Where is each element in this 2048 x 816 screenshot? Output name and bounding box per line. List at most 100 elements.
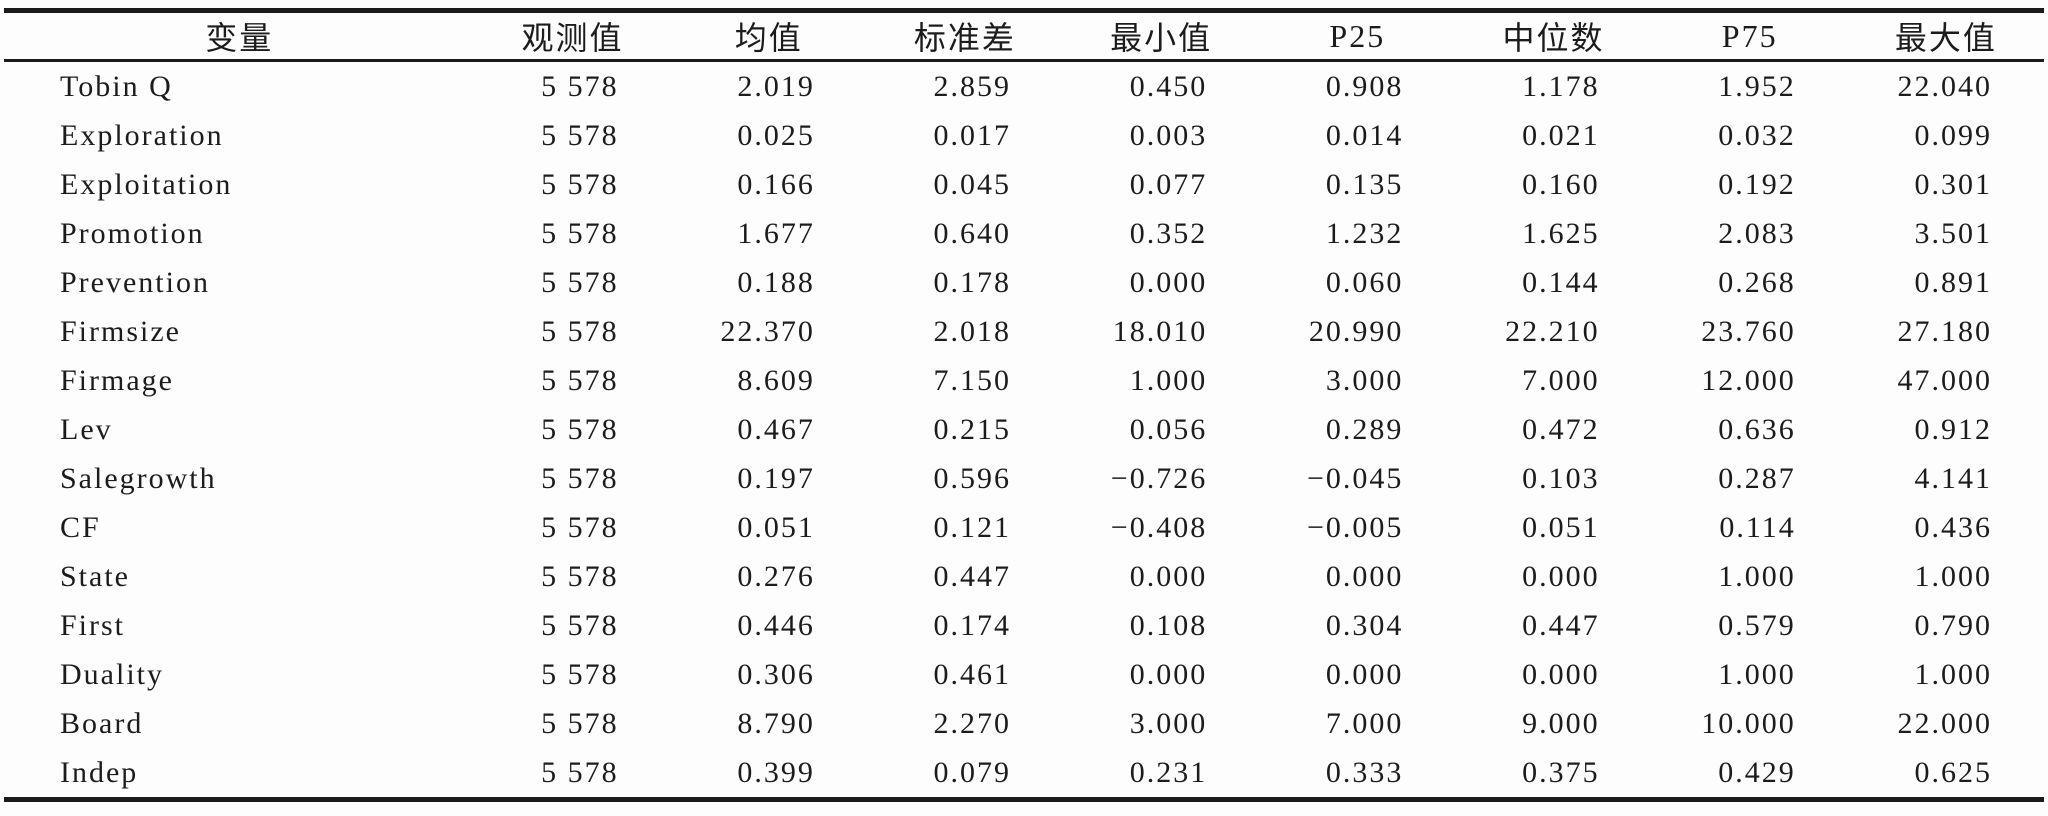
cell-value: 0.352 (1129, 216, 1208, 250)
table-row: Board 5 578 8.790 2.270 3.000 7.000 9.000 10.00… (4, 699, 2044, 748)
cell-value: 0.215 (933, 412, 1012, 446)
cell-value: 23.760 (1701, 314, 1796, 348)
cell-value: 0.000 (1522, 657, 1600, 691)
cell-value: 0.025 (737, 118, 815, 152)
cell-value: 22.000 (1897, 706, 1992, 740)
cell-value: 0.003 (1129, 118, 1208, 152)
cell-value: 0.429 (1718, 755, 1796, 789)
cell-value: 0.000 (1129, 559, 1208, 593)
column-header-5: P25 (1329, 17, 1386, 54)
cell-value: 0.625 (1914, 755, 1992, 789)
cell-value: 1.000 (1718, 559, 1796, 593)
cell-value: 0.178 (933, 265, 1012, 299)
variable-name: Firmsize (60, 314, 181, 348)
cell-value: 0.912 (1914, 412, 1992, 446)
cell-value: 0.596 (933, 461, 1012, 495)
cell-value: 5 578 (541, 167, 619, 201)
table-row: CF 5 578 0.051 0.121 −0.408 −0.005 0.051 0.114 0… (4, 503, 2044, 552)
cell-value: 0.114 (1719, 510, 1796, 544)
cell-value: 5 578 (541, 314, 619, 348)
cell-value: 0.375 (1522, 755, 1600, 789)
variable-name: Salegrowth (60, 461, 217, 495)
cell-value: 0.399 (737, 755, 815, 789)
variable-name: First (60, 608, 126, 642)
cell-value: 7.000 (1325, 706, 1404, 740)
cell-value: 0.461 (933, 657, 1012, 691)
column-header-6: 中位数 (1502, 20, 1605, 56)
cell-value: 5 578 (541, 69, 619, 103)
cell-value: −0.726 (1110, 461, 1208, 495)
table-row: Exploitation 5 578 0.166 0.045 0.077 0.135 0.1… (4, 160, 2044, 209)
cell-value: 0.077 (1129, 167, 1208, 201)
cell-value: 2.019 (737, 69, 815, 103)
cell-value: 0.051 (1522, 510, 1600, 544)
cell-value: 5 578 (541, 755, 619, 789)
table-row: Indep 5 578 0.399 0.079 0.231 0.333 0.375 0.429… (4, 748, 2044, 800)
cell-value: 0.579 (1718, 608, 1796, 642)
cell-value: 1.178 (1522, 69, 1600, 103)
table-row: Tobin Q 5 578 2.019 2.859 0.450 0.908 1.178 1.9… (4, 61, 2044, 112)
cell-value: 0.045 (933, 167, 1012, 201)
cell-value: 0.447 (933, 559, 1012, 593)
cell-value: 47.000 (1897, 363, 1992, 397)
cell-value: 0.121 (933, 510, 1012, 544)
cell-value: 5 578 (541, 265, 619, 299)
cell-value: 0.276 (737, 559, 815, 593)
cell-value: 0.891 (1914, 265, 1992, 299)
cell-value: 0.467 (737, 412, 815, 446)
cell-value: 5 578 (541, 461, 619, 495)
cell-value: 0.306 (737, 657, 815, 691)
cell-value: 5 578 (541, 657, 619, 691)
column-header-7: P75 (1721, 17, 1778, 54)
cell-value: 0.060 (1325, 265, 1404, 299)
cell-value: 0.000 (1522, 559, 1600, 593)
cell-value: −0.005 (1306, 510, 1404, 544)
variable-name: Firmage (60, 363, 174, 397)
column-header-1: 观测值 (521, 20, 624, 56)
cell-value: −0.408 (1110, 510, 1208, 544)
cell-value: 3.501 (1914, 216, 1992, 250)
cell-value: 1.232 (1325, 216, 1404, 250)
cell-value: 0.301 (1914, 167, 1992, 201)
column-header-2: 均值 (734, 20, 803, 56)
cell-value: 9.000 (1522, 706, 1600, 740)
table-row: Firmsize 5 578 22.370 2.018 18.010 20.990 22.2… (4, 307, 2044, 356)
cell-value: 0.000 (1129, 657, 1208, 691)
cell-value: 0.446 (737, 608, 815, 642)
table-row: Duality 5 578 0.306 0.461 0.000 0.000 0.000 1.0… (4, 650, 2044, 699)
cell-value: 0.166 (737, 167, 815, 201)
table-row: Lev 5 578 0.467 0.215 0.056 0.289 0.472 0.636 0.… (4, 405, 2044, 454)
cell-value: 22.040 (1897, 69, 1992, 103)
cell-value: 0.908 (1325, 69, 1404, 103)
cell-value: 0.268 (1718, 265, 1796, 299)
table-row: State 5 578 0.276 0.447 0.000 0.000 0.000 1.000… (4, 552, 2044, 601)
cell-value: 4.141 (1914, 461, 1992, 495)
cell-value: 5 578 (541, 706, 619, 740)
cell-value: 0.099 (1914, 118, 1992, 152)
cell-value: 1.952 (1718, 69, 1796, 103)
cell-value: 0.640 (933, 216, 1012, 250)
cell-value: 0.304 (1325, 608, 1404, 642)
cell-value: 0.144 (1522, 265, 1600, 299)
cell-value: 10.000 (1701, 706, 1796, 740)
table-row: Promotion 5 578 1.677 0.640 0.352 1.232 1.625 2… (4, 209, 2044, 258)
cell-value: 0.108 (1129, 608, 1208, 642)
cell-value: 0.000 (1325, 657, 1404, 691)
cell-value: 5 578 (541, 412, 619, 446)
cell-value: 2.270 (933, 706, 1012, 740)
cell-value: 0.014 (1325, 118, 1404, 152)
cell-value: 5 578 (541, 363, 619, 397)
cell-value: 2.018 (933, 314, 1012, 348)
cell-value: 0.135 (1325, 167, 1404, 201)
cell-value: 0.079 (933, 755, 1012, 789)
header-row: 变量 观测值 均值 标准差 最小值 P25 中位数 P75 最大值 (4, 11, 2044, 61)
cell-value: 0.231 (1129, 755, 1208, 789)
table-body: Tobin Q 5 578 2.019 2.859 0.450 0.908 1.178 1.9… (4, 61, 2044, 800)
variable-name: Duality (60, 657, 164, 691)
cell-value: 27.180 (1897, 314, 1992, 348)
cell-value: 0.636 (1718, 412, 1796, 446)
cell-value: 0.450 (1129, 69, 1208, 103)
descriptive-statistics-table: 变量 观测值 均值 标准差 最小值 P25 中位数 P75 最大值 Tobin Q 5 578 2.… (4, 8, 2044, 802)
table-row: Exploration 5 578 0.025 0.017 0.003 0.014 0.02… (4, 111, 2044, 160)
